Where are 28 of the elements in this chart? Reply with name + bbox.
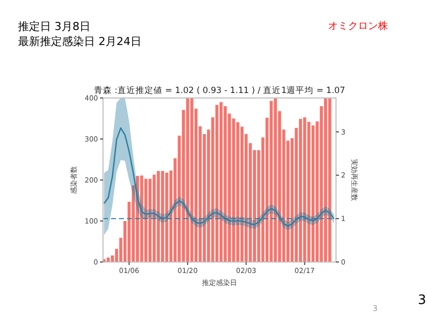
text: 推定日 3月8日	[18, 20, 90, 33]
bar	[152, 174, 156, 262]
bar	[136, 176, 139, 262]
text: 3	[372, 304, 378, 313]
bar	[303, 117, 306, 262]
bar	[324, 98, 328, 262]
text: オミクロン株	[328, 20, 388, 32]
bar	[144, 178, 148, 262]
text: 最新推定感染日 2月24日	[18, 35, 142, 48]
bar	[224, 106, 227, 262]
bar	[186, 98, 190, 262]
bar	[165, 172, 168, 262]
bar	[148, 178, 152, 262]
bar	[220, 102, 223, 262]
bar	[190, 98, 194, 262]
bar	[161, 170, 164, 262]
bar	[236, 122, 240, 262]
bar	[312, 125, 315, 262]
chart-title: 青森 :直近推定値 = 1.02 ( 0.93 - 1.11 ) / 直近1週平均 = 1.07	[94, 85, 346, 96]
bar	[307, 122, 310, 262]
bar	[270, 100, 273, 262]
text: 3	[418, 293, 426, 308]
bar	[215, 104, 218, 262]
bar	[328, 98, 332, 262]
bar	[274, 98, 277, 262]
bar	[156, 170, 160, 262]
bar	[140, 175, 144, 262]
bar	[298, 118, 302, 262]
